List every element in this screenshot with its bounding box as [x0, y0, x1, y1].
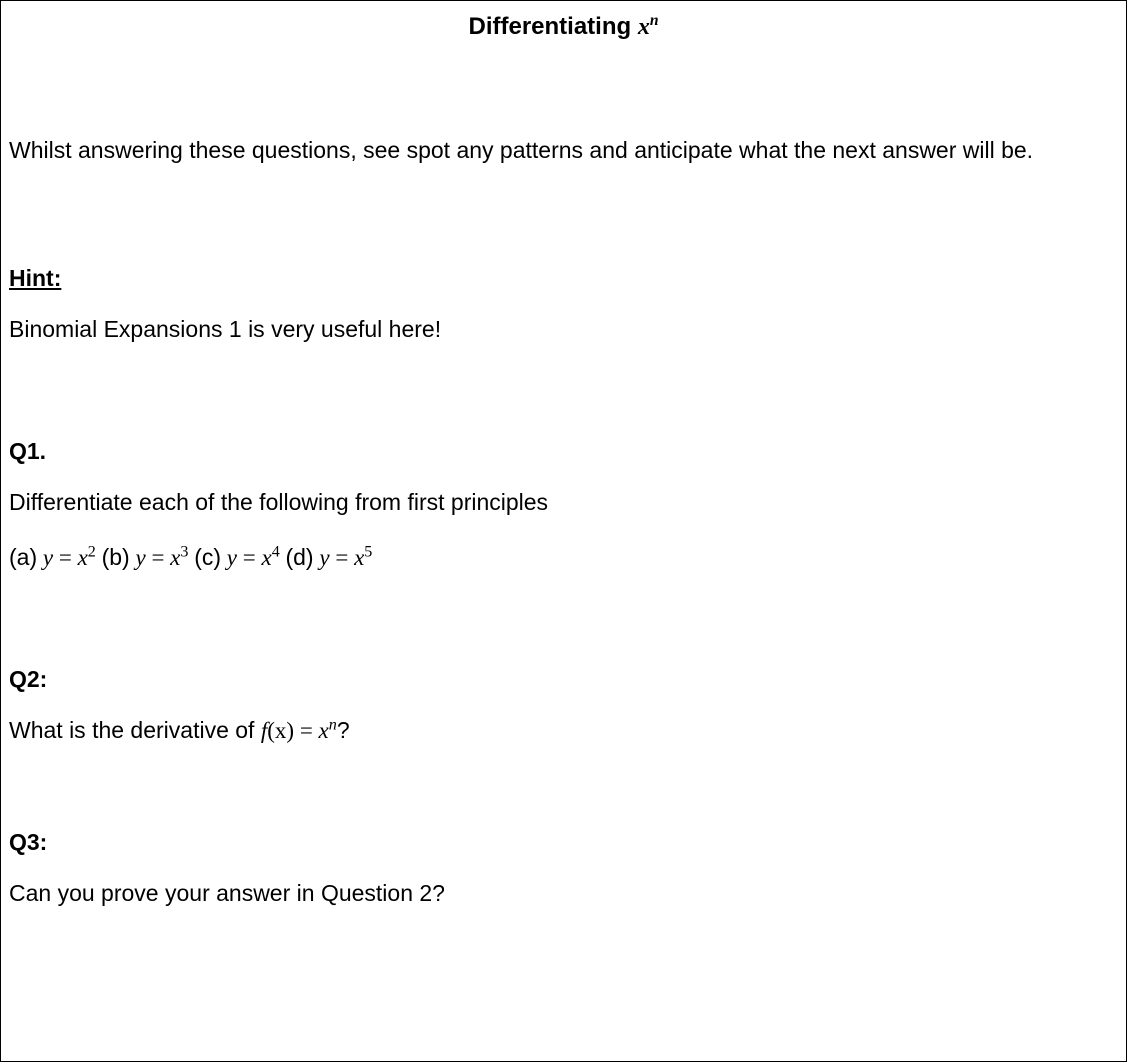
- q1-part-b-lhs: y: [135, 545, 145, 570]
- q2-base: x: [319, 718, 329, 743]
- q1-part-d-eq: =: [335, 545, 348, 570]
- title-math-base: x: [638, 14, 650, 40]
- q2-prefix: What is the derivative of: [9, 717, 261, 743]
- q1-text: Differentiate each of the following from…: [9, 489, 1118, 516]
- q1-part-c-exp: 4: [272, 543, 280, 560]
- q1-part-c-letter: (c): [194, 544, 221, 570]
- q3-text: Can you prove your answer in Question 2?: [9, 880, 1118, 907]
- title-prefix: Differentiating: [468, 13, 637, 40]
- q1-part-a-letter: (a): [9, 544, 37, 570]
- q1-part-d-exp: 5: [364, 543, 372, 560]
- question-3: Q3: Can you prove your answer in Questio…: [9, 829, 1118, 907]
- hint-text: Binomial Expansions 1 is very useful her…: [9, 316, 1118, 343]
- q1-parts: (a) y = x2 (b) y = x3 (c) y = x4 (d) y =…: [9, 544, 1118, 571]
- title-math-exp: n: [650, 12, 659, 29]
- q1-part-a-exp: 2: [88, 543, 96, 560]
- page-title: Differentiating xn: [9, 13, 1118, 41]
- q1-part-b-letter: (b): [102, 544, 130, 570]
- q1-part-d-lhs: y: [319, 545, 329, 570]
- q2-suffix: ?: [337, 717, 350, 743]
- q1-part-b-exp: 3: [180, 543, 188, 560]
- q2-eq: =: [294, 718, 318, 743]
- q1-part-c-eq: =: [243, 545, 256, 570]
- q2-label: Q2:: [9, 666, 1118, 693]
- question-1: Q1. Differentiate each of the following …: [9, 438, 1118, 571]
- question-2: Q2: What is the derivative of f(x) = xn?: [9, 666, 1118, 744]
- q1-part-d-letter: (d): [285, 544, 313, 570]
- q1-part-c-lhs: y: [227, 545, 237, 570]
- hint-label: Hint:: [9, 265, 1118, 292]
- intro-text: Whilst answering these questions, see sp…: [9, 131, 1118, 170]
- q1-part-b-base: x: [170, 545, 180, 570]
- q1-label: Q1.: [9, 438, 1118, 465]
- q1-part-c-base: x: [261, 545, 271, 570]
- q2-arg: (x): [267, 718, 294, 743]
- q1-part-a-eq: =: [59, 545, 72, 570]
- q1-part-d-base: x: [354, 545, 364, 570]
- q1-part-b-eq: =: [151, 545, 164, 570]
- q3-label: Q3:: [9, 829, 1118, 856]
- q2-text: What is the derivative of f(x) = xn?: [9, 717, 1118, 744]
- q1-part-a-base: x: [78, 545, 88, 570]
- q1-part-a-lhs: y: [43, 545, 53, 570]
- q2-exp: n: [329, 716, 337, 733]
